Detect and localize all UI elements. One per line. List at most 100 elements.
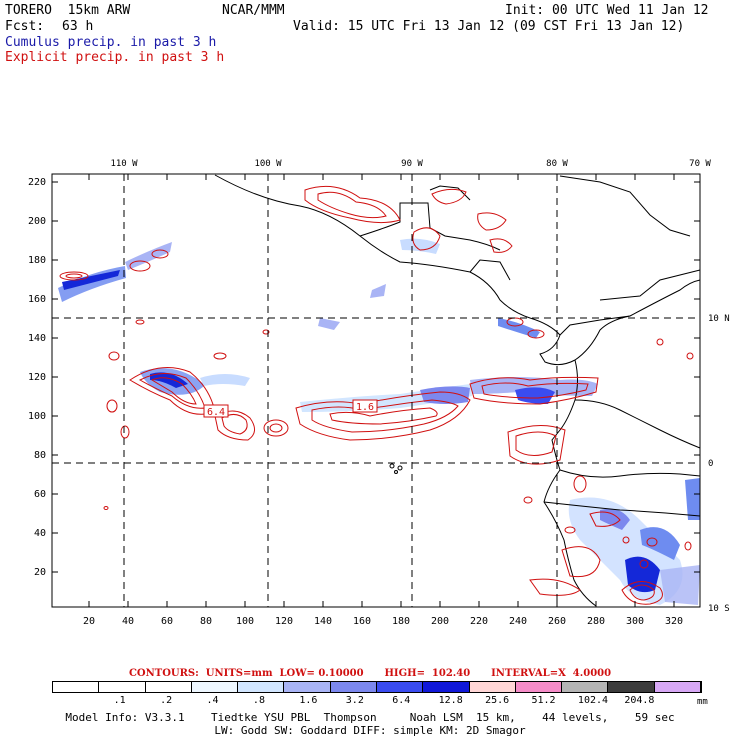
contour [329, 407, 438, 425]
y-tick-label: 180 [28, 255, 46, 266]
contour [621, 581, 663, 605]
coast-line [214, 174, 701, 366]
x-tick-label: 20 [83, 616, 95, 627]
coast-line [559, 175, 691, 237]
border-line [574, 399, 701, 449]
axis-labels: 20 40 60 80 100 120 140 160 180 200 220 20 40 60 80 100… [28, 159, 730, 627]
x-tick-label: 320 [665, 616, 683, 627]
contour [489, 238, 513, 253]
contour [120, 425, 130, 439]
physics-info: LW: Godd SW: Goddard DIFF: simple KM: 2D… [214, 724, 526, 737]
coast-line [429, 185, 471, 201]
colorbar-swatch [654, 682, 701, 692]
colorbar-label: 51.2 [531, 695, 556, 706]
x-tick-label: 220 [470, 616, 488, 627]
border-line [559, 315, 631, 336]
forecast-label: Fcst: [5, 19, 45, 34]
colorbar-swatch [284, 682, 331, 692]
init-time: Init: 00 UTC Wed 11 Jan 12 [505, 3, 709, 18]
shade-band [470, 377, 598, 396]
colorbar-swatch [515, 682, 563, 692]
contour [527, 329, 545, 339]
shade-band [62, 270, 120, 290]
x-tick-label: 200 [431, 616, 449, 627]
contour [150, 377, 197, 405]
valid-time: Valid: 15 UTC Fri 13 Jan 12 (09 CST Fri … [293, 19, 685, 34]
contour [59, 271, 89, 281]
y-tick-label: 60 [34, 489, 46, 500]
colorbar-label: 204.8 [624, 695, 655, 706]
colorbar-swatch [238, 682, 285, 692]
lon-label: 90 W [401, 159, 423, 169]
contour-label-box [203, 404, 229, 418]
legend-explicit: Explicit precip. in past 3 h [5, 50, 225, 65]
contour [108, 351, 120, 361]
x-tick-label: 240 [509, 616, 527, 627]
colorbar-label: 3.2 [345, 695, 364, 706]
shade-band [200, 374, 250, 386]
contour [103, 506, 109, 510]
org-label: NCAR/MMM [222, 3, 285, 18]
contour [639, 559, 649, 569]
colorbar-swatch [330, 682, 377, 692]
coast-line [599, 269, 701, 301]
colorbar-swatch [99, 682, 146, 692]
y-tick-label: 80 [34, 450, 46, 461]
lat-label: 10 N [708, 314, 730, 324]
contour [269, 423, 283, 433]
contour [477, 212, 507, 231]
colorbar-swatch [145, 682, 192, 692]
island [397, 465, 403, 471]
contour [686, 352, 694, 360]
shade-region [640, 527, 680, 560]
contour [469, 376, 599, 405]
x-tick-label: 80 [200, 616, 212, 627]
contour [646, 537, 658, 547]
x-tick-label: 260 [548, 616, 566, 627]
border-line [543, 501, 701, 517]
contour [431, 188, 467, 205]
contour-label-2: 1.6 [356, 402, 374, 413]
model-info: Model Info: V3.3.1 Tiedtke YSU PBL Thomp… [65, 711, 675, 724]
forecast-hour: 63 h [62, 19, 94, 34]
contour-value-labels: 6.4 1.6 [203, 399, 378, 418]
x-tick-label: 280 [587, 616, 605, 627]
colorbar-label: .2 [160, 695, 173, 706]
contour [221, 414, 248, 435]
border-line [559, 469, 701, 478]
plot-frame [51, 173, 701, 608]
contour [515, 431, 557, 456]
colorbar-swatch [608, 682, 655, 692]
coast-line [543, 359, 597, 607]
colorbar-label: .4 [206, 695, 219, 706]
colorbar-swatch [53, 682, 100, 692]
x-tick-label: 140 [314, 616, 332, 627]
shade-band [125, 242, 172, 270]
y-tick-label: 200 [28, 216, 46, 227]
lat-label: 10 S [708, 604, 730, 614]
contour [561, 546, 601, 578]
contour [656, 338, 664, 346]
y-tick-label: 120 [28, 372, 46, 383]
contour [573, 475, 587, 493]
shade-region [685, 478, 700, 520]
x-tick-label: 300 [626, 616, 644, 627]
contour [129, 260, 151, 272]
contour [317, 191, 387, 219]
shade-region [600, 508, 630, 530]
x-tick-label: 160 [353, 616, 371, 627]
model-title: TORERO 15km ARW [5, 3, 131, 18]
contour [507, 425, 566, 465]
lat-label: 0 [708, 459, 713, 469]
contour [213, 352, 227, 360]
island [394, 470, 398, 474]
lon-label: 80 W [546, 159, 568, 169]
contour [629, 584, 655, 601]
legend-cumulus: Cumulus precip. in past 3 h [5, 35, 217, 50]
y-tick-label: 20 [34, 567, 46, 578]
contour [214, 410, 255, 441]
y-tick-label: 140 [28, 333, 46, 344]
colorbar-label: 12.8 [438, 695, 463, 706]
contours-info: CONTOURS: UNITS=mm LOW= 0.10000 HIGH= 10… [128, 668, 612, 679]
